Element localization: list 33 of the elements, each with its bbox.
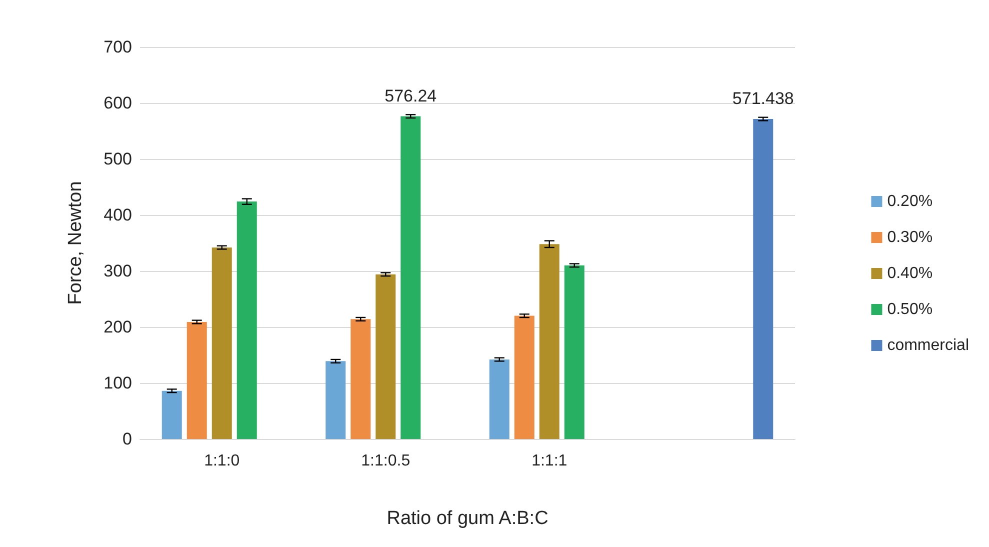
bar bbox=[564, 265, 584, 439]
legend-label: commercial bbox=[887, 337, 970, 354]
y-tick-label: 400 bbox=[104, 206, 132, 224]
y-tick-label: 700 bbox=[104, 38, 132, 56]
legend-label: 0.50% bbox=[887, 301, 933, 318]
y-tick-label: 300 bbox=[104, 262, 132, 280]
y-tick-label: 200 bbox=[104, 318, 132, 336]
bar bbox=[376, 274, 396, 439]
y-tick-label: 600 bbox=[104, 94, 132, 112]
bar bbox=[162, 390, 182, 439]
bar bbox=[326, 361, 346, 439]
legend-label: 0.30% bbox=[887, 229, 933, 246]
x-axis-title: Ratio of gum A:B:C bbox=[386, 508, 548, 529]
y-tick-label: 500 bbox=[104, 150, 132, 168]
data-label: 576.24 bbox=[384, 86, 437, 106]
x-tick-label: 1:1:0.5 bbox=[361, 452, 410, 470]
bar bbox=[539, 244, 560, 439]
bar bbox=[186, 322, 207, 439]
bar bbox=[236, 202, 257, 439]
bar bbox=[212, 247, 232, 439]
bar bbox=[514, 316, 534, 439]
data-label: 571.438 bbox=[732, 88, 794, 108]
x-tick-label: 1:1:0 bbox=[204, 452, 240, 470]
bar bbox=[489, 359, 510, 439]
bar bbox=[350, 319, 371, 439]
bar bbox=[753, 118, 774, 439]
x-tick-label: 1:1:1 bbox=[532, 452, 568, 470]
y-axis-title: Force, Newton bbox=[65, 181, 86, 305]
legend-label: 0.20% bbox=[887, 193, 933, 210]
y-tick-label: 0 bbox=[122, 430, 132, 448]
y-tick-label: 100 bbox=[104, 374, 132, 392]
bar bbox=[400, 116, 421, 439]
legend-label: 0.40% bbox=[887, 265, 933, 282]
